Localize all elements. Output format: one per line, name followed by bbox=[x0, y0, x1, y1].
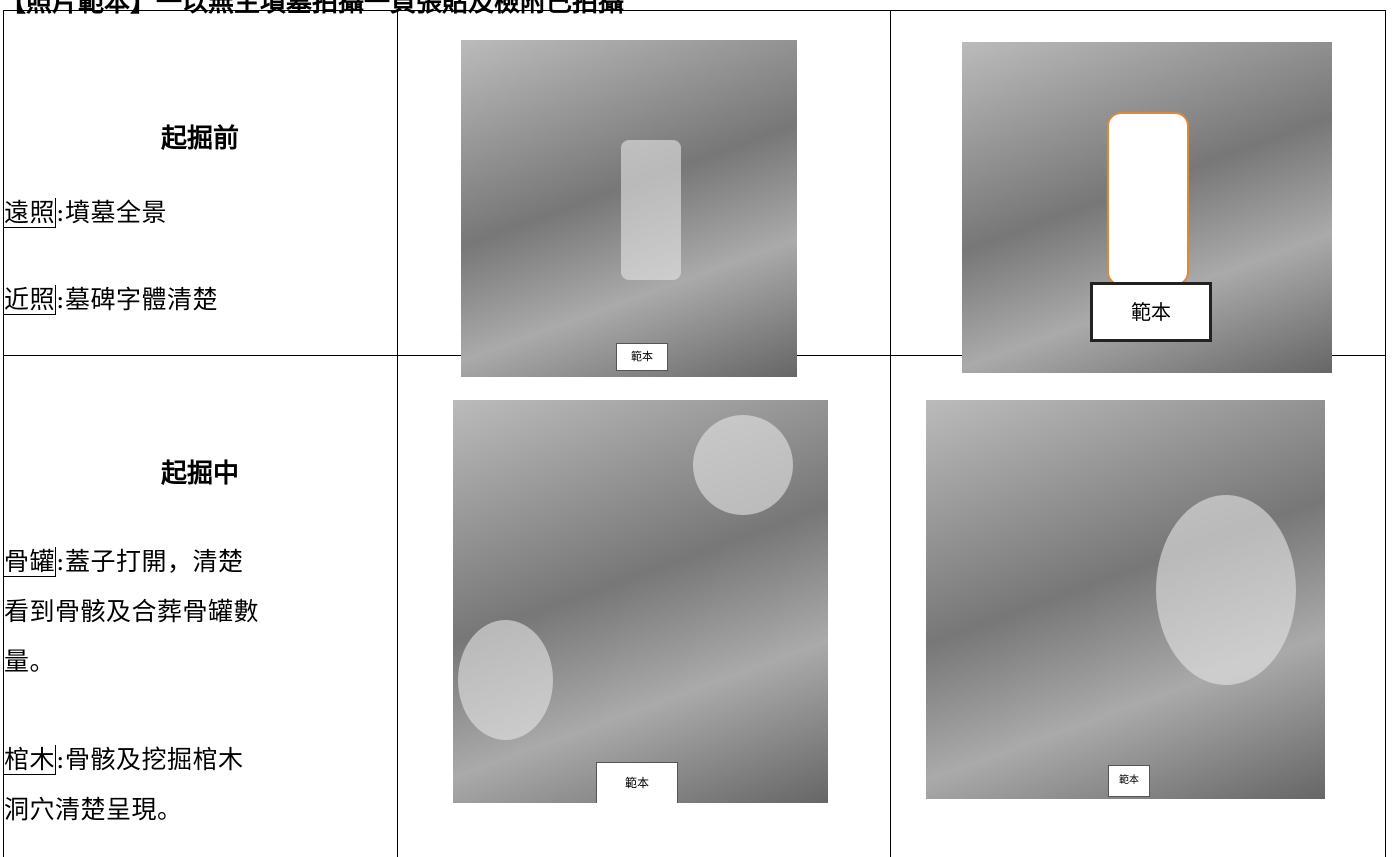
item: 遠照:墳墓全景 bbox=[4, 188, 262, 238]
item-label: 近照 bbox=[4, 285, 57, 315]
item-text: :蓋子打開，清楚看到骨骸及合葬骨罐數量。 bbox=[4, 547, 260, 676]
photo-caption: 範本 bbox=[1108, 765, 1150, 797]
item-label: 骨罐 bbox=[4, 547, 57, 577]
column-divider bbox=[890, 10, 891, 857]
stage-title: 起掘中 bbox=[160, 459, 239, 489]
table-border bbox=[3, 10, 4, 857]
item-text: :墓碑字體清楚 bbox=[56, 285, 218, 314]
item-text: :墳墓全景 bbox=[56, 198, 167, 227]
photo-caption: 範本 bbox=[596, 762, 678, 803]
photo: 範本 bbox=[453, 400, 828, 803]
photo-detail bbox=[1156, 495, 1296, 685]
item: 近照:墓碑字體清楚 bbox=[4, 275, 262, 325]
column-divider bbox=[397, 10, 398, 857]
item-label: 棺木 bbox=[4, 745, 57, 775]
photo: 範本 bbox=[926, 400, 1325, 799]
table-border bbox=[3, 10, 1386, 11]
photo-caption: 範本 bbox=[616, 343, 668, 371]
photo: 範本 bbox=[962, 42, 1332, 373]
page-title: 【照片範本】一以無主墳墓拍攝一頁張貼及檢附已拍攝 bbox=[0, 0, 625, 18]
photo-caption: 範本 bbox=[1090, 282, 1212, 342]
stage-title: 起掘前 bbox=[160, 124, 239, 154]
photo-detail bbox=[458, 620, 553, 740]
photo: 範本 bbox=[461, 40, 797, 377]
item-text: :骨骸及挖掘棺木洞穴清楚呈現。 bbox=[4, 745, 244, 824]
table-border bbox=[1385, 10, 1386, 857]
item-label: 遠照 bbox=[4, 198, 57, 228]
photo-detail bbox=[1107, 112, 1189, 286]
item: 棺木:骨骸及挖掘棺木洞穴清楚呈現。 bbox=[4, 735, 262, 835]
photo-detail bbox=[621, 140, 681, 280]
item: 骨罐:蓋子打開，清楚看到骨骸及合葬骨罐數量。 bbox=[4, 537, 262, 687]
photo-detail bbox=[693, 415, 793, 515]
